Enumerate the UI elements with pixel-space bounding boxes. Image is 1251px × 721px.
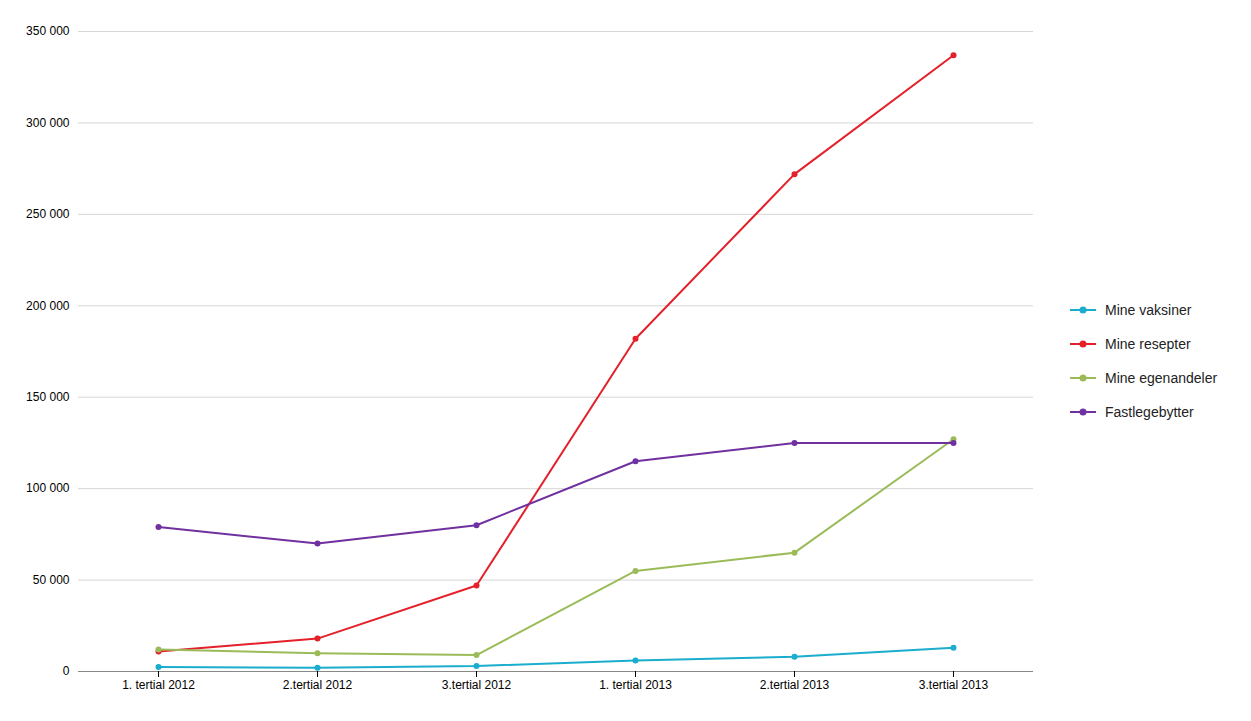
html-text:Mine egenandeler: Mine egenandeler (1105, 369, 1218, 386)
svg-text:3.tertial 2013: 3.tertial 2013 (919, 678, 989, 692)
svg-text:100 000: 100 000 (26, 481, 70, 495)
svg-text:0: 0 (63, 664, 70, 678)
svg-text:50 000: 50 000 (33, 572, 70, 586)
svg-text:150 000: 150 000 (26, 390, 70, 404)
html-text:Fastlegebytter: Fastlegebytter (1105, 403, 1194, 420)
svg-text:350 000: 350 000 (26, 24, 70, 38)
svg-text:2.tertial 2013: 2.tertial 2013 (760, 678, 830, 692)
html-text:Mine resepter: Mine resepter (1105, 335, 1191, 352)
svg-text:3.tertial 2012: 3.tertial 2012 (442, 678, 512, 692)
svg-text:250 000: 250 000 (26, 207, 70, 221)
svg-text:1. tertial 2013: 1. tertial 2013 (599, 678, 672, 692)
svg-text:300 000: 300 000 (26, 115, 70, 129)
svg-text:200 000: 200 000 (26, 298, 70, 312)
svg-text:1. tertial 2012: 1. tertial 2012 (122, 678, 195, 692)
html-text:Mine vaksiner: Mine vaksiner (1105, 301, 1192, 318)
svg-text:2.tertial 2012: 2.tertial 2012 (283, 678, 353, 692)
